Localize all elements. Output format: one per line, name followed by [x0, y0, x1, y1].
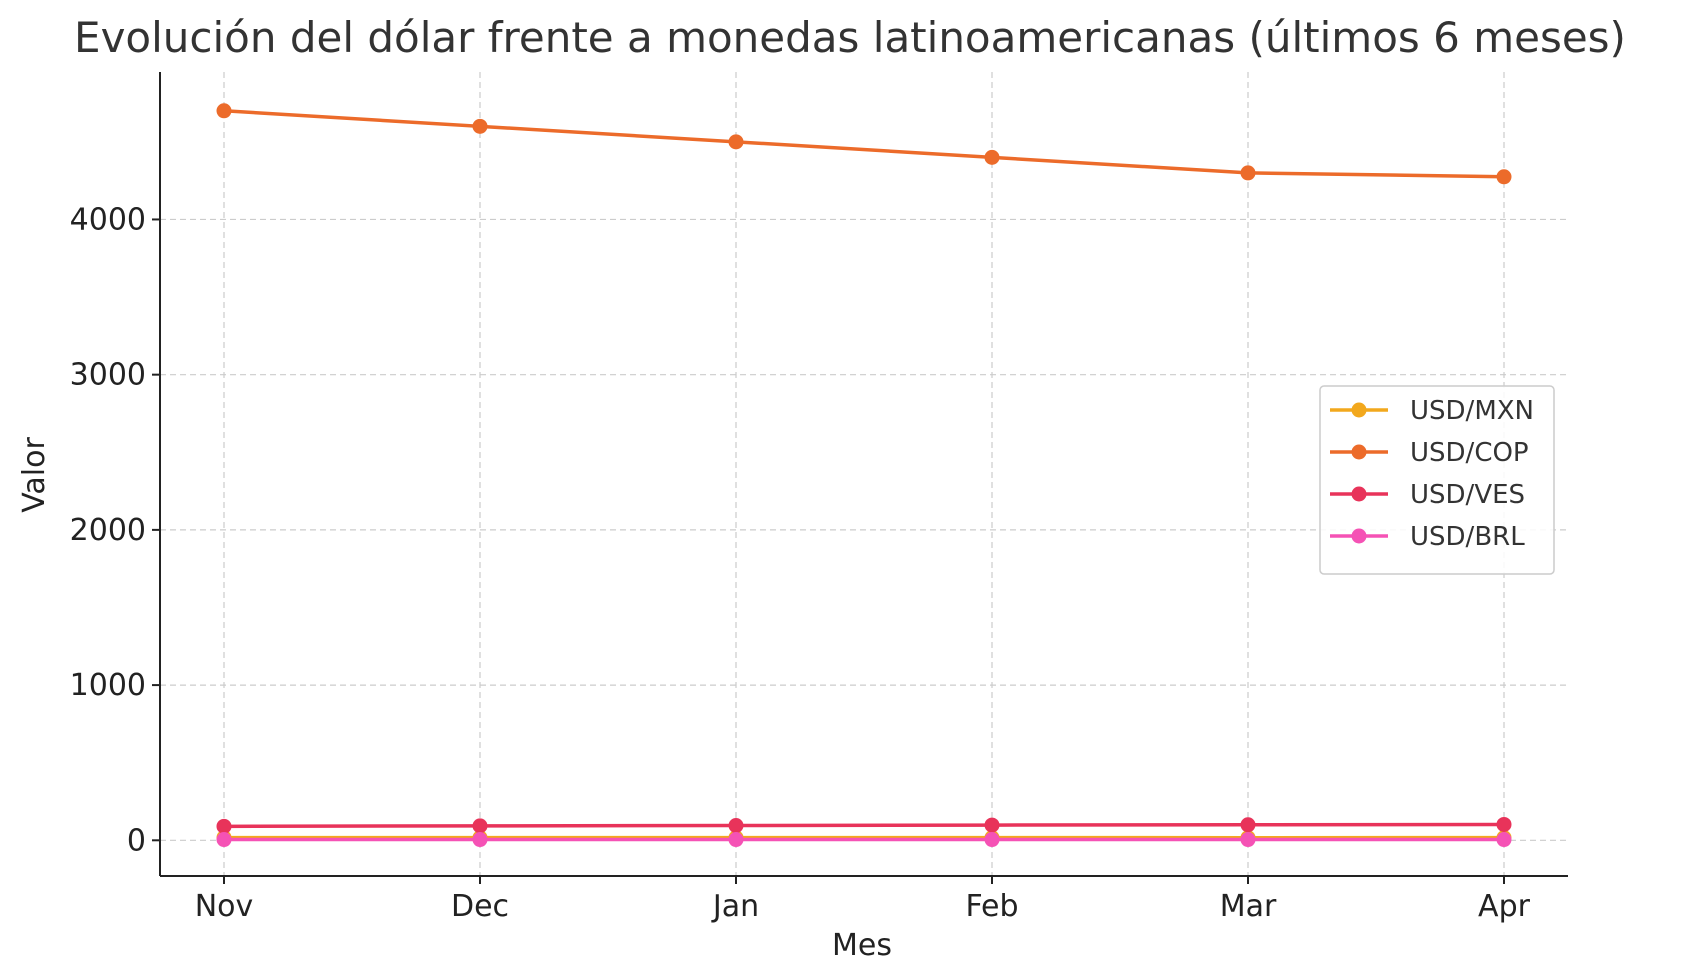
x-tick-label: Feb [965, 889, 1018, 924]
series-lines [216, 103, 1512, 848]
data-point [984, 149, 1000, 165]
chart-title: Evolución del dólar frente a monedas lat… [74, 13, 1626, 62]
legend: USD/MXN USD/COP USD/VES USD/BRL [1319, 385, 1555, 575]
x-tick-label: Nov [195, 889, 254, 924]
legend-label: USD/VES [1410, 480, 1525, 510]
legend-marker [1351, 402, 1367, 418]
data-point [1496, 169, 1512, 185]
data-point [984, 832, 1000, 848]
x-axis-label: Mes [832, 928, 892, 963]
data-point [1496, 816, 1512, 832]
data-point [216, 818, 232, 834]
legend-label: USD/MXN [1410, 396, 1534, 426]
y-tick-label: 0 [127, 823, 146, 858]
series-line [223, 109, 1505, 179]
data-point [216, 103, 232, 119]
x-tick-label: Apr [1478, 889, 1531, 924]
data-point [728, 818, 744, 834]
y-tick-label: 2000 [70, 513, 146, 548]
data-point [472, 818, 488, 834]
legend-marker [1351, 528, 1367, 544]
data-point [216, 832, 232, 848]
data-point [984, 817, 1000, 833]
y-tick-label: 1000 [70, 668, 146, 703]
tick-labels: Nov Dec Jan Feb Mar Apr 0 1000 2000 3000 4000 [70, 202, 1531, 924]
series-line [223, 822, 1505, 829]
y-axis-label: Valor [17, 437, 52, 513]
data-point [728, 134, 744, 150]
x-tick-label: Mar [1220, 889, 1277, 924]
legend-marker [1351, 444, 1367, 460]
data-point [472, 118, 488, 134]
x-tick-label: Jan [711, 889, 759, 924]
data-point [1240, 817, 1256, 833]
y-tick-label: 4000 [70, 202, 146, 237]
data-point [1240, 832, 1256, 848]
data-point [728, 832, 744, 848]
legend-box [1319, 385, 1555, 575]
axes [152, 72, 1568, 884]
x-tick-label: Dec [451, 889, 509, 924]
y-tick-label: 3000 [70, 358, 146, 393]
legend-label: USD/BRL [1410, 522, 1525, 552]
legend-label: USD/COP [1410, 438, 1529, 468]
data-point [472, 832, 488, 848]
data-point [1240, 165, 1256, 181]
legend-marker [1351, 486, 1367, 502]
data-point [1496, 832, 1512, 848]
